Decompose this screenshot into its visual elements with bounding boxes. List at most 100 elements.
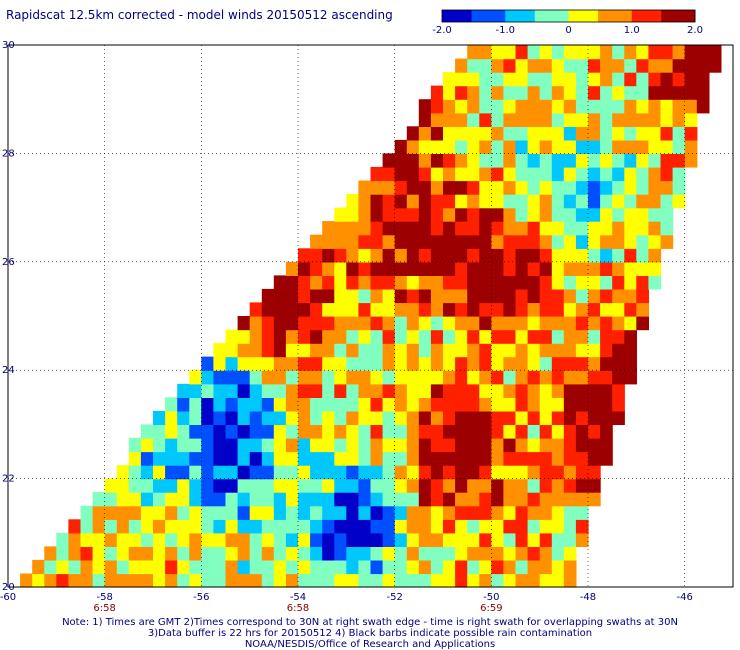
heatmap-cell bbox=[322, 343, 335, 358]
heatmap-cell bbox=[672, 126, 686, 141]
heatmap-cell bbox=[104, 532, 118, 547]
heatmap-cell bbox=[394, 207, 408, 222]
heatmap-cell bbox=[273, 288, 287, 304]
heatmap-cell bbox=[406, 329, 420, 344]
colorbar-segment bbox=[509, 10, 515, 22]
heatmap-cell bbox=[515, 166, 529, 182]
time-label: 6:59 bbox=[480, 603, 502, 614]
heatmap-cell bbox=[370, 370, 384, 385]
heatmap-cell bbox=[660, 72, 674, 87]
heatmap-cell bbox=[285, 356, 299, 371]
heatmap-cell bbox=[491, 58, 504, 73]
heatmap-cell bbox=[503, 234, 517, 249]
heatmap-cell bbox=[80, 532, 94, 547]
heatmap-cell bbox=[624, 126, 637, 141]
heatmap-cell bbox=[310, 410, 323, 425]
colorbar-segment bbox=[517, 10, 523, 22]
heatmap-cell bbox=[672, 72, 686, 87]
heatmap-cell bbox=[394, 221, 408, 236]
heatmap-cell bbox=[273, 329, 287, 344]
heatmap-cell bbox=[346, 424, 359, 439]
heatmap-cell bbox=[624, 72, 637, 87]
colorbar-segment bbox=[648, 10, 654, 22]
heatmap-cell bbox=[443, 424, 456, 439]
heatmap-cell bbox=[430, 139, 444, 154]
heatmap-cell bbox=[406, 546, 420, 561]
y-tick-label: 26 bbox=[2, 257, 15, 268]
heatmap-cell bbox=[201, 559, 214, 575]
heatmap-cell bbox=[406, 505, 420, 520]
heatmap-cell bbox=[527, 370, 541, 385]
heatmap-cell bbox=[322, 248, 335, 263]
heatmap-cell bbox=[575, 410, 589, 425]
heatmap-cell bbox=[261, 546, 275, 561]
heatmap-cell bbox=[636, 99, 649, 114]
heatmap-cell bbox=[370, 316, 384, 331]
heatmap-cell bbox=[696, 72, 710, 87]
heatmap-cell bbox=[467, 532, 480, 547]
heatmap-cell bbox=[575, 72, 589, 87]
heatmap-cell bbox=[382, 573, 396, 588]
heatmap-cell bbox=[358, 329, 372, 344]
heatmap-cell bbox=[624, 99, 637, 114]
heatmap-cell bbox=[503, 383, 517, 398]
colorbar-tick-label: 0 bbox=[565, 25, 571, 36]
heatmap-cell bbox=[563, 261, 577, 276]
heatmap-cell bbox=[527, 451, 541, 466]
heatmap-cell bbox=[443, 166, 456, 182]
heatmap-cell bbox=[624, 85, 637, 100]
heatmap-cell bbox=[346, 302, 359, 317]
heatmap-cell bbox=[551, 302, 565, 317]
heatmap-cell bbox=[177, 559, 190, 575]
heatmap-cell bbox=[430, 207, 444, 222]
heatmap-cell bbox=[201, 424, 214, 439]
heatmap-cell bbox=[479, 316, 492, 331]
heatmap-cell bbox=[298, 288, 311, 304]
heatmap-cell bbox=[491, 180, 504, 195]
heatmap-cell bbox=[443, 234, 456, 249]
heatmap-cell bbox=[334, 275, 347, 290]
heatmap-cell bbox=[213, 573, 227, 588]
heatmap-cell bbox=[600, 85, 613, 100]
heatmap-cell bbox=[285, 451, 299, 466]
heatmap-cell bbox=[358, 275, 372, 290]
heatmap-cell bbox=[503, 492, 517, 507]
heatmap-cell bbox=[201, 397, 214, 412]
heatmap-cell bbox=[612, 410, 625, 425]
heatmap-cell bbox=[406, 397, 420, 412]
heatmap-cell bbox=[539, 58, 553, 73]
heatmap-cell bbox=[527, 505, 541, 520]
heatmap-cell bbox=[539, 248, 553, 263]
heatmap-cell bbox=[201, 451, 214, 466]
heatmap-cell bbox=[539, 72, 553, 87]
heatmap-cell bbox=[503, 478, 517, 493]
heatmap-cell bbox=[261, 492, 275, 507]
heatmap-cell bbox=[237, 478, 251, 493]
colorbar-segment bbox=[454, 10, 460, 22]
heatmap-cell bbox=[491, 126, 504, 141]
heatmap-cell bbox=[261, 437, 275, 453]
heatmap-cell bbox=[261, 410, 275, 425]
heatmap-cell bbox=[394, 180, 408, 195]
heatmap-cell bbox=[418, 383, 432, 398]
heatmap-cell bbox=[418, 275, 432, 290]
heatmap-cell bbox=[418, 397, 432, 412]
heatmap-cell bbox=[285, 505, 299, 520]
heatmap-cell bbox=[588, 383, 601, 398]
heatmap-cell bbox=[165, 559, 178, 575]
heatmap-cell bbox=[588, 356, 601, 371]
heatmap-cell bbox=[140, 478, 154, 493]
heatmap-cell bbox=[636, 72, 649, 87]
heatmap-cell bbox=[551, 248, 565, 263]
heatmap-cell bbox=[648, 85, 662, 100]
heatmap-cell bbox=[648, 72, 662, 87]
heatmap-cell bbox=[539, 180, 553, 195]
heatmap-cell bbox=[479, 207, 492, 222]
heatmap-cell bbox=[467, 221, 480, 236]
heatmap-cell bbox=[612, 397, 625, 412]
heatmap-cell bbox=[491, 505, 504, 520]
colorbar-segment bbox=[631, 10, 637, 22]
heatmap-cell bbox=[225, 329, 239, 344]
heatmap-cell bbox=[394, 356, 408, 371]
heatmap-cell bbox=[310, 234, 323, 249]
